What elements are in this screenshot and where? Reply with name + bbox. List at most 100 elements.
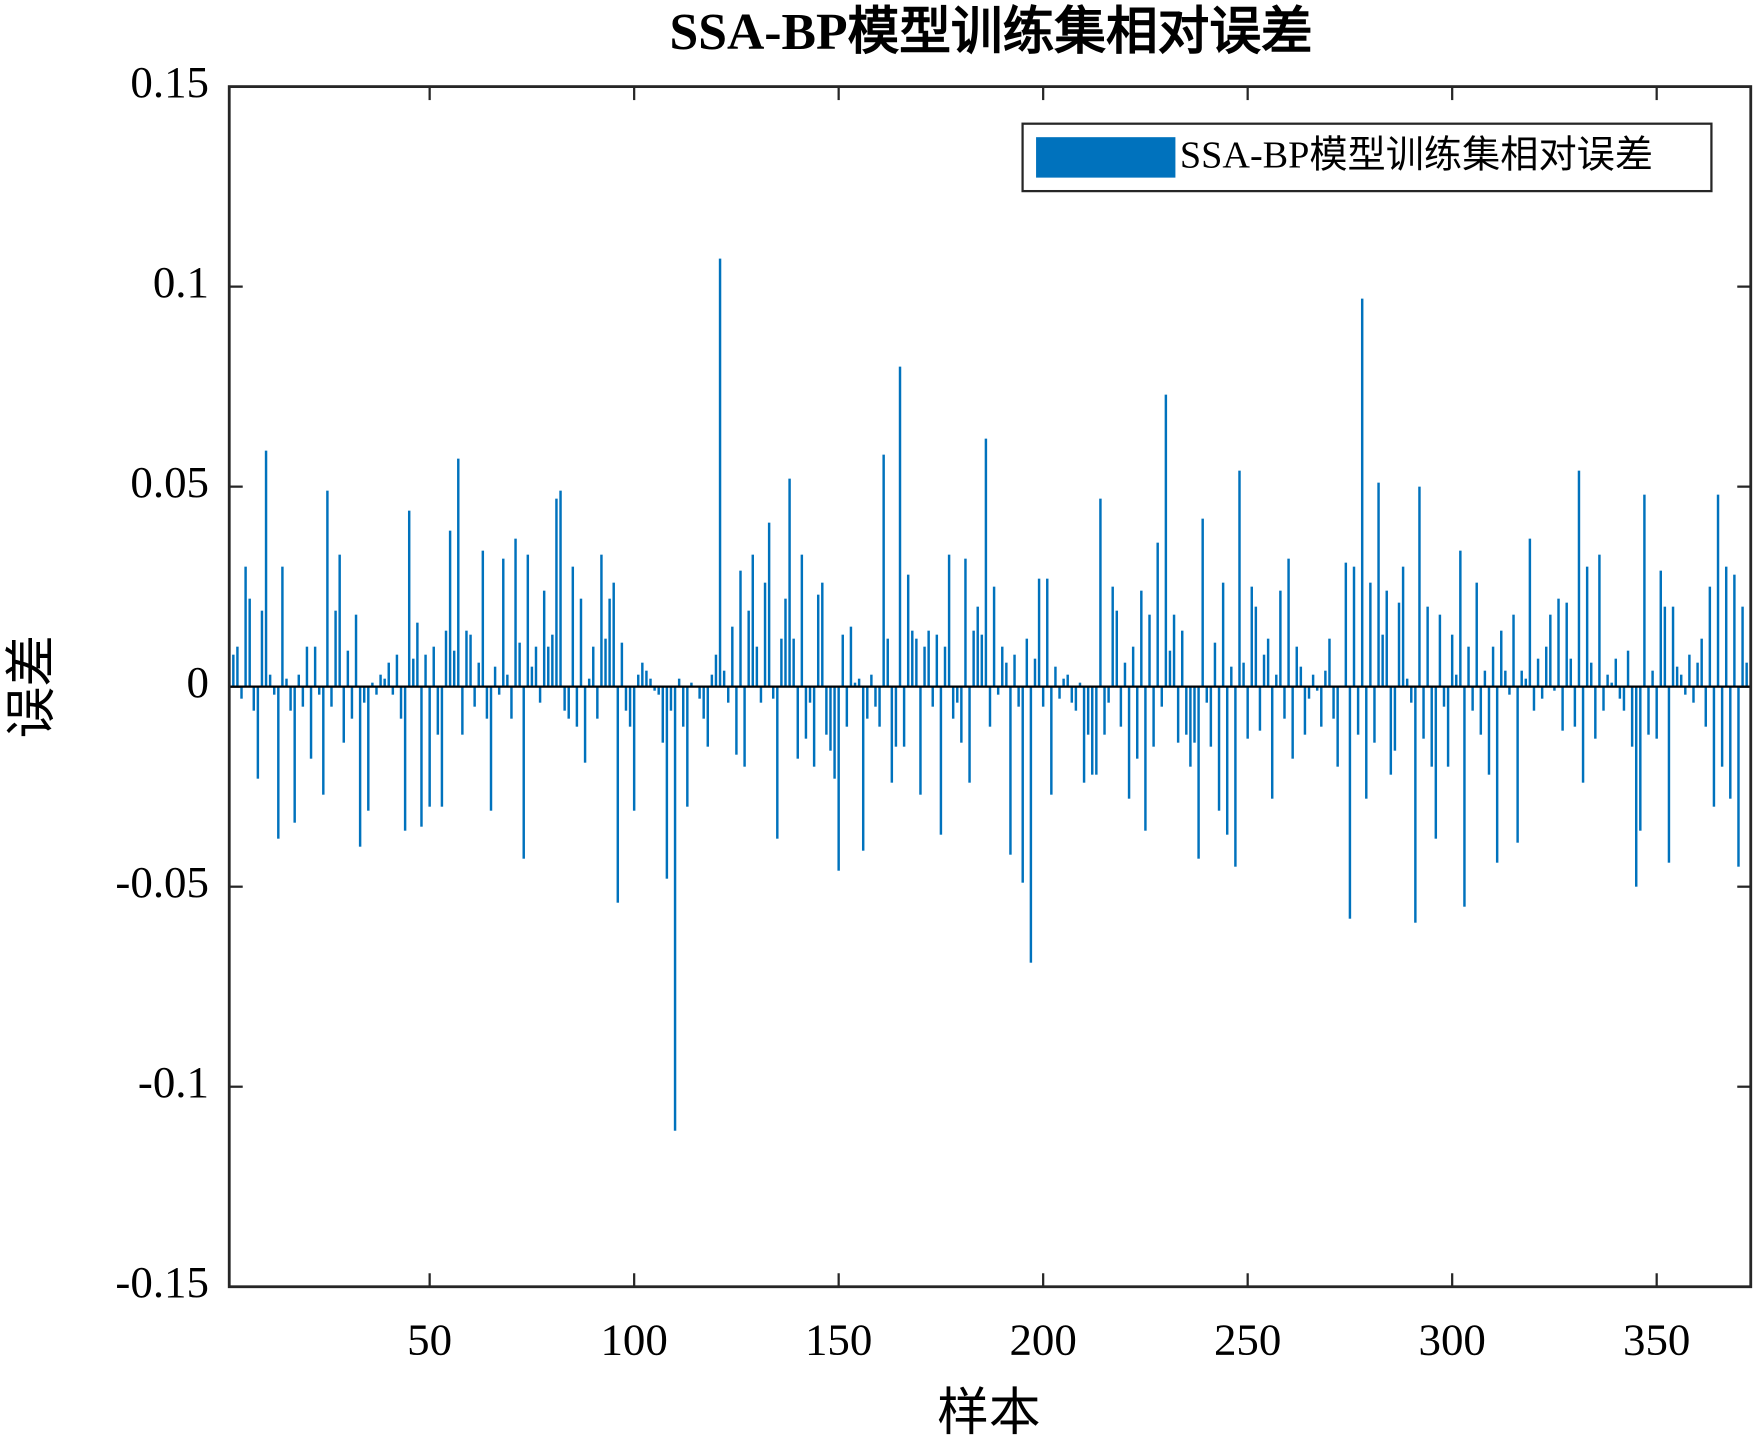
y-tick-label: -0.15 (115, 1257, 209, 1307)
bar (1279, 590, 1282, 687)
bar (939, 686, 943, 835)
bar (915, 638, 918, 687)
bar (538, 686, 542, 703)
bar (236, 646, 239, 687)
bar (608, 598, 611, 687)
bar (1291, 686, 1294, 759)
bar (371, 682, 374, 687)
bar (1352, 566, 1356, 687)
bar (1001, 646, 1004, 687)
bar (821, 582, 824, 687)
bar (1254, 606, 1258, 687)
bar (485, 686, 489, 719)
bar (1418, 486, 1421, 687)
bar (506, 674, 509, 687)
bar (1144, 686, 1147, 831)
bar (722, 670, 726, 687)
bar (403, 686, 407, 831)
bar (1270, 686, 1274, 799)
bar (1565, 602, 1568, 687)
bar (1160, 686, 1164, 707)
bar (481, 550, 485, 687)
bar (686, 686, 689, 807)
bar (383, 678, 386, 687)
bar (1500, 630, 1503, 687)
bar (354, 614, 358, 687)
bar (1679, 674, 1683, 687)
bar (951, 686, 955, 719)
chart-title: SSA-BP模型训练集相对误差 (669, 4, 1312, 61)
bar (497, 686, 501, 695)
bar (301, 686, 305, 707)
bar (784, 598, 787, 687)
bar (1684, 686, 1687, 695)
bar (1234, 686, 1237, 867)
bar (1512, 614, 1515, 687)
bar (1643, 494, 1646, 687)
bar (1152, 686, 1155, 747)
bar (1205, 686, 1208, 703)
bar (1561, 686, 1564, 731)
legend-label: SSA-BP模型训练集相对误差 (1180, 133, 1653, 176)
bar (1365, 686, 1368, 799)
bar (1626, 650, 1630, 687)
bar (444, 630, 448, 687)
bar (890, 686, 894, 783)
bar (1479, 686, 1483, 735)
bar (1720, 686, 1724, 767)
bar (1651, 670, 1654, 687)
bar (1401, 566, 1405, 687)
bar (473, 686, 476, 707)
bar (1311, 674, 1315, 687)
bar (1598, 554, 1601, 687)
bar (661, 686, 665, 743)
bar (906, 574, 910, 687)
x-tick-label: 50 (407, 1314, 452, 1364)
bar (947, 554, 951, 687)
bar (1528, 538, 1532, 687)
bar (547, 646, 550, 687)
bar (649, 678, 652, 687)
y-tick-label: -0.05 (115, 857, 209, 907)
bar (861, 686, 865, 851)
bar (395, 654, 399, 687)
bar (268, 674, 272, 687)
bar (968, 686, 971, 783)
bar (788, 478, 791, 687)
bar (367, 686, 370, 811)
bar (309, 686, 313, 759)
bar (698, 686, 701, 699)
bar (1107, 686, 1110, 703)
bar (440, 686, 444, 807)
bar (1246, 686, 1249, 739)
bar (596, 686, 599, 719)
bar (256, 686, 260, 779)
bar (322, 686, 325, 795)
bar (792, 638, 795, 687)
bar (534, 646, 538, 687)
bar (542, 590, 546, 687)
bar (1393, 686, 1397, 751)
bar (1230, 666, 1233, 687)
bar (457, 458, 460, 687)
bar (866, 686, 869, 719)
bar (1029, 686, 1033, 963)
bar (1050, 686, 1053, 795)
bar (604, 638, 607, 687)
bar (1369, 582, 1372, 687)
bar (1242, 662, 1245, 687)
bar (1450, 634, 1454, 687)
bar (1025, 638, 1029, 687)
bar (1381, 634, 1384, 687)
bar (477, 662, 480, 687)
bar (669, 686, 673, 711)
bar (992, 586, 996, 687)
bar (452, 650, 456, 687)
bar (334, 610, 337, 687)
bar (1221, 582, 1225, 687)
bar (514, 538, 517, 687)
y-tick-label: -0.1 (138, 1057, 209, 1107)
bar (1504, 670, 1507, 687)
bar (641, 662, 644, 687)
bar (1442, 686, 1446, 707)
